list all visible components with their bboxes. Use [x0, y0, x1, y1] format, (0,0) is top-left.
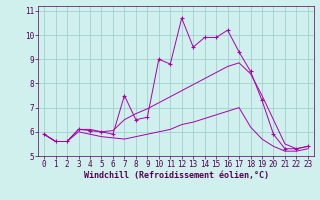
X-axis label: Windchill (Refroidissement éolien,°C): Windchill (Refroidissement éolien,°C) [84, 171, 268, 180]
